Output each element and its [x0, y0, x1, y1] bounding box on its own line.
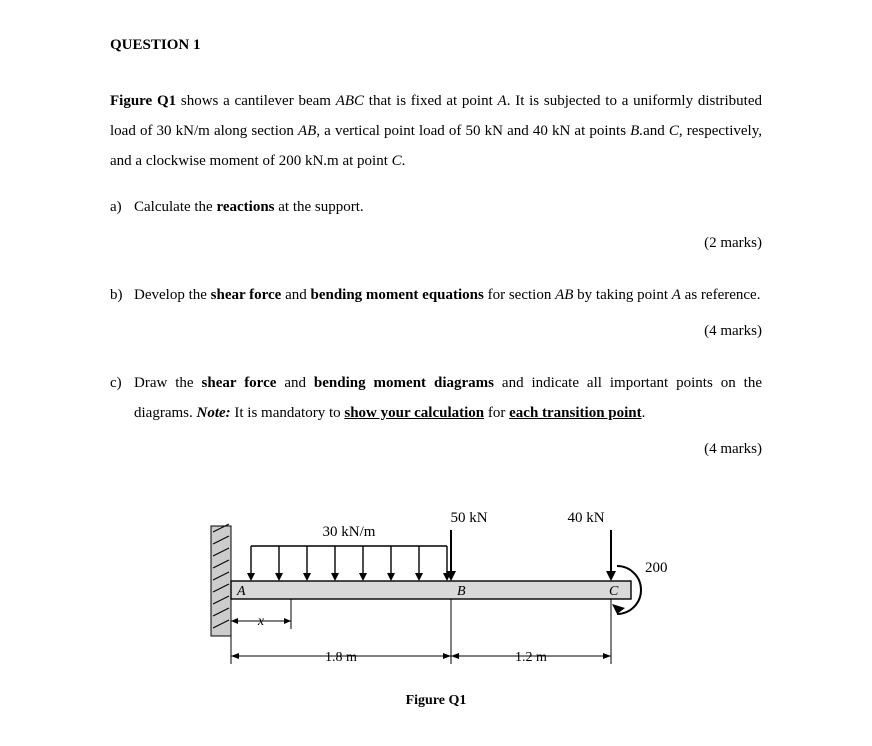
t: for	[484, 405, 509, 421]
part-c-sf: shear force	[202, 375, 277, 391]
part-c: c) Draw the shear force and bending mome…	[110, 368, 762, 428]
part-a-label: a)	[110, 192, 134, 222]
part-c-bm: bending moment diagrams	[314, 375, 494, 391]
intro-c2: C	[392, 153, 402, 169]
intro-ab: AB	[298, 123, 316, 139]
svg-text:30 kN/m: 30 kN/m	[323, 524, 376, 540]
part-c-label: c)	[110, 368, 134, 428]
question-heading: QUESTION 1	[110, 30, 762, 60]
t: and	[281, 287, 310, 303]
t: by taking point	[573, 287, 671, 303]
t: for section	[484, 287, 555, 303]
svg-text:C: C	[609, 584, 619, 599]
part-b-sf: shear force	[211, 287, 282, 303]
svg-text:50 kN: 50 kN	[450, 510, 487, 526]
svg-text:x: x	[257, 614, 265, 629]
t: .	[402, 153, 406, 169]
t: and	[276, 375, 314, 391]
part-b: b) Develop the shear force and bending m…	[110, 280, 762, 310]
part-c-note: Note:	[196, 405, 230, 421]
part-b-a: A	[672, 287, 681, 303]
svg-text:1.2 m: 1.2 m	[515, 650, 547, 665]
t: shows a cantilever beam	[176, 93, 336, 109]
intro-abc: ABC	[336, 93, 364, 109]
svg-text:40 kN: 40 kN	[567, 510, 604, 526]
t: .	[642, 405, 646, 421]
part-a: a) Calculate the reactions at the suppor…	[110, 192, 762, 222]
part-a-bold: reactions	[216, 199, 274, 215]
intro-c1: C	[669, 123, 679, 139]
part-c-u2: each transition point	[509, 405, 642, 421]
figure-caption: Figure Q1	[406, 687, 467, 715]
part-a-marks: (2 marks)	[110, 228, 762, 258]
intro-b: B.	[630, 123, 643, 139]
svg-text:B: B	[457, 584, 466, 599]
svg-text:A: A	[236, 584, 246, 599]
part-b-label: b)	[110, 280, 134, 310]
t: , a vertical point load of 50 kN and 40 …	[316, 123, 630, 139]
t: It is mandatory to	[231, 405, 345, 421]
part-a-body: Calculate the reactions at the support.	[134, 192, 762, 222]
part-b-bm: bending moment equations	[310, 287, 483, 303]
beam-diagram: 30 kN/m 50 kN 40 kN 200 kN·m A B Cx 1.8 m 1.2 m	[201, 486, 671, 681]
part-b-marks: (4 marks)	[110, 316, 762, 346]
t: Develop the	[134, 287, 211, 303]
t: Calculate the	[134, 199, 216, 215]
intro-paragraph: Figure Q1 shows a cantilever beam ABC th…	[110, 86, 762, 176]
figure-q1: 30 kN/m50 kN40 kN200 kN·mABCx1.8 m1.2 m …	[110, 486, 762, 715]
part-c-body: Draw the shear force and bending moment …	[134, 368, 762, 428]
t: at the support.	[275, 199, 364, 215]
part-c-marks: (4 marks)	[110, 434, 762, 464]
t: Draw the	[134, 375, 202, 391]
t: that is fixed at point	[364, 93, 498, 109]
part-b-body: Develop the shear force and bending mome…	[134, 280, 762, 310]
t: as reference.	[681, 287, 761, 303]
intro-a: A	[498, 93, 507, 109]
t: and	[643, 123, 669, 139]
part-b-ab: AB	[555, 287, 573, 303]
svg-text:1.8 m: 1.8 m	[325, 650, 357, 665]
svg-text:200 kN·m: 200 kN·m	[645, 560, 671, 576]
intro-figref: Figure Q1	[110, 93, 176, 109]
part-c-u1: show your calculation	[344, 405, 484, 421]
